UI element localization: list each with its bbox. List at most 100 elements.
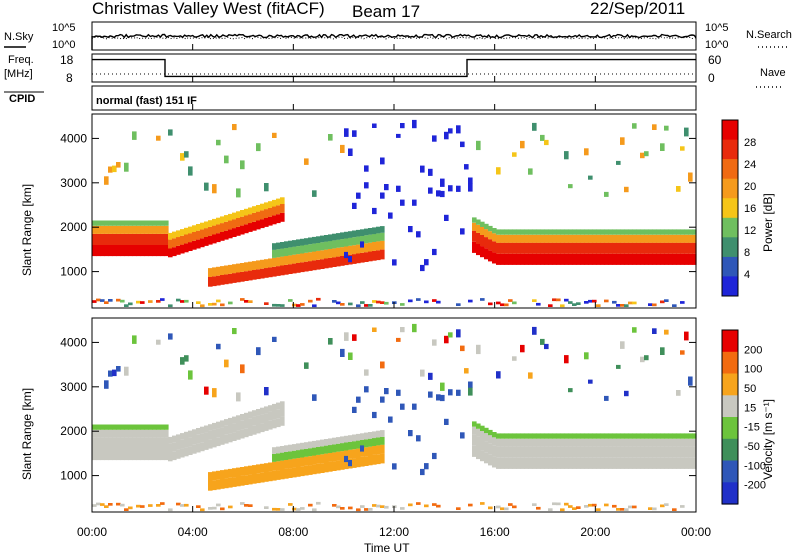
power-cell — [132, 245, 137, 257]
velocity-cell — [556, 446, 561, 458]
velocity-cell — [380, 361, 385, 369]
power-cell — [212, 234, 217, 244]
velocity-cell — [316, 501, 321, 505]
power-cell — [568, 184, 573, 189]
velocity-cell — [212, 388, 217, 398]
power-cell — [168, 239, 173, 249]
power-cell — [112, 165, 117, 173]
power-cell — [232, 219, 237, 229]
velocity-cell — [480, 450, 485, 462]
power-cell — [196, 230, 201, 240]
velocity-cell — [488, 429, 493, 436]
power-cell — [224, 265, 229, 275]
power-cell — [504, 253, 509, 265]
velocity-cell — [180, 504, 185, 507]
power-cell — [124, 245, 129, 257]
velocity-cell — [528, 438, 533, 447]
power-cell — [584, 301, 589, 304]
power-cell — [552, 253, 557, 265]
velocity-cell — [624, 446, 629, 458]
power-cell — [304, 238, 309, 245]
colorbar-swatch — [722, 217, 738, 238]
velocity-cell — [568, 438, 573, 447]
velocity-cell — [524, 433, 529, 439]
power-cell — [368, 234, 373, 243]
velocity-cell — [672, 438, 677, 447]
velocity-cell — [136, 424, 141, 430]
velocity-cell — [504, 457, 509, 469]
velocity-cell — [472, 426, 477, 435]
velocity-cell — [420, 468, 425, 476]
velocity-cell — [168, 508, 173, 512]
velocity-cell — [520, 446, 525, 458]
power-cell — [92, 245, 97, 257]
velocity-cell — [236, 467, 241, 477]
power-cell — [272, 215, 277, 225]
velocity-cell — [96, 502, 101, 506]
velocity-cell — [632, 438, 637, 447]
velocity-cell — [400, 507, 405, 510]
ytick-label: 2000 — [60, 424, 87, 438]
power-cell — [252, 269, 257, 280]
velocity-cell — [484, 427, 489, 434]
velocity-cell — [332, 444, 337, 453]
velocity-cell — [108, 503, 113, 506]
power-cell — [480, 235, 485, 247]
power-cell — [224, 274, 229, 285]
velocity-cell — [628, 446, 633, 458]
velocity-cell — [488, 506, 493, 510]
velocity-cell — [552, 457, 557, 469]
velocity-cell — [600, 457, 605, 469]
velocity-cell — [604, 446, 609, 458]
power-cell — [240, 210, 245, 217]
velocity-cell — [584, 505, 589, 508]
velocity-cell — [160, 502, 165, 505]
power-cell — [664, 299, 669, 302]
velocity-cell — [424, 463, 429, 470]
power-cell — [148, 225, 153, 234]
velocity-cell — [588, 446, 593, 458]
velocity-cell — [288, 503, 293, 506]
power-cell — [496, 167, 501, 175]
velocity-cell — [228, 477, 233, 488]
velocity-cell — [584, 457, 589, 469]
power-cell — [384, 184, 389, 191]
power-cell — [600, 229, 605, 235]
power-cell — [324, 241, 329, 250]
velocity-cell — [416, 435, 421, 442]
power-cell — [668, 229, 673, 235]
power-cell — [164, 220, 169, 226]
velocity-cell — [308, 456, 313, 466]
velocity-cell — [480, 439, 485, 451]
power-cell — [352, 202, 357, 209]
velocity-cell — [432, 452, 437, 460]
power-cell — [664, 253, 669, 265]
power-cell — [456, 125, 461, 134]
power-cell — [208, 276, 213, 287]
velocity-cell — [232, 416, 237, 424]
power-cell — [564, 234, 569, 243]
velocity-cell — [224, 419, 229, 426]
velocity-cell — [124, 429, 129, 438]
power-cell — [588, 242, 593, 254]
power-cell — [504, 242, 509, 254]
velocity-cell — [320, 439, 325, 447]
velocity-cell — [304, 456, 309, 466]
velocity-cell — [300, 466, 305, 477]
velocity-cell — [272, 419, 277, 429]
power-cell — [572, 234, 577, 243]
velocity-cell — [156, 449, 161, 461]
power-cell — [156, 225, 161, 234]
velocity-cell — [672, 446, 677, 458]
velocity-cell — [516, 457, 521, 469]
power-cell — [272, 199, 277, 207]
power-cell — [324, 235, 329, 242]
velocity-cell — [280, 408, 285, 417]
velocity-cell — [616, 457, 621, 469]
velocity-cell — [220, 420, 225, 428]
velocity-cell — [540, 446, 545, 458]
power-cell — [372, 207, 377, 215]
power-cell — [256, 269, 261, 280]
power-cell — [332, 240, 337, 249]
velocity-cell — [104, 449, 109, 461]
